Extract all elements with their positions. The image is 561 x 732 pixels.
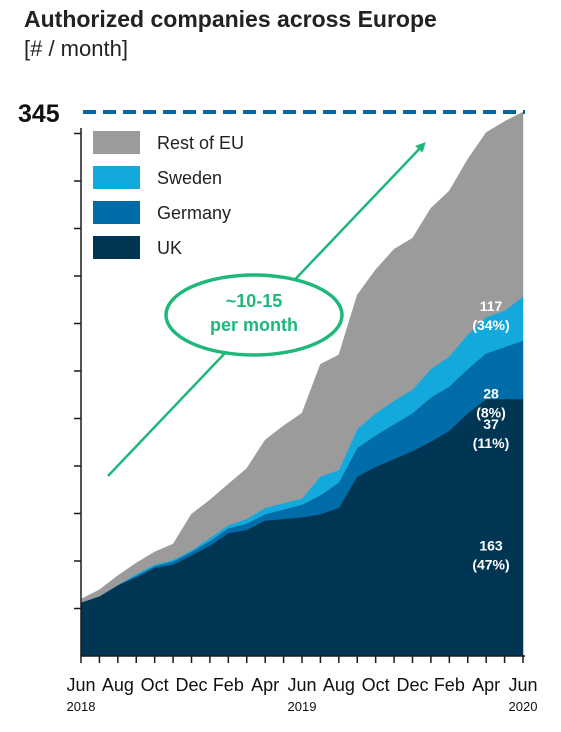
legend-label-germany: Germany bbox=[157, 203, 231, 223]
x-tick-label: Feb bbox=[434, 675, 465, 695]
legend-swatch-sweden bbox=[93, 166, 140, 189]
x-tick-label: Oct bbox=[362, 675, 390, 695]
chart-title: Authorized companies across Europe bbox=[24, 6, 437, 32]
segment-share-sweden: (8%) bbox=[476, 404, 506, 420]
segment-value-germany: 37 bbox=[483, 416, 499, 432]
annotation-ellipse bbox=[164, 273, 344, 357]
x-year-label: 2020 bbox=[509, 699, 538, 714]
x-tick-label: Dec bbox=[175, 675, 207, 695]
x-tick-label: Jun bbox=[66, 675, 95, 695]
legend-label-rest-of-eu: Rest of EU bbox=[157, 133, 244, 153]
x-tick-label: Aug bbox=[323, 675, 355, 695]
x-tick-label: Apr bbox=[251, 675, 279, 695]
legend-swatch-uk bbox=[93, 236, 140, 259]
x-tick-label: Jun bbox=[508, 675, 537, 695]
x-tick-label: Feb bbox=[213, 675, 244, 695]
segment-value-uk: 163 bbox=[479, 538, 503, 554]
segment-share-uk: (47%) bbox=[472, 557, 509, 573]
chart-subtitle: [# / month] bbox=[24, 36, 128, 61]
x-year-label: 2018 bbox=[67, 699, 96, 714]
x-tick-label: Jun bbox=[287, 675, 316, 695]
area-rest-of-eu bbox=[80, 111, 524, 603]
segment-value-sweden: 28 bbox=[483, 385, 499, 401]
reference-line-label: 345 bbox=[18, 100, 60, 128]
x-tick-label: Apr bbox=[472, 675, 500, 695]
annotation-line1: ~10-15 bbox=[226, 291, 283, 311]
legend-label-uk: UK bbox=[157, 238, 182, 258]
x-tick-label: Dec bbox=[396, 675, 428, 695]
legend-swatch-rest-of-eu bbox=[93, 131, 140, 154]
legend-label-sweden: Sweden bbox=[157, 168, 222, 188]
segment-share-rest-of-eu: (34%) bbox=[472, 317, 509, 333]
x-year-label: 2019 bbox=[288, 699, 317, 714]
x-tick-label: Oct bbox=[141, 675, 169, 695]
annotation-line2: per month bbox=[210, 315, 298, 335]
segment-value-rest-of-eu: 117 bbox=[480, 298, 503, 314]
legend-swatch-germany bbox=[93, 201, 140, 224]
x-tick-label: Aug bbox=[102, 675, 134, 695]
segment-share-germany: (11%) bbox=[473, 435, 510, 451]
